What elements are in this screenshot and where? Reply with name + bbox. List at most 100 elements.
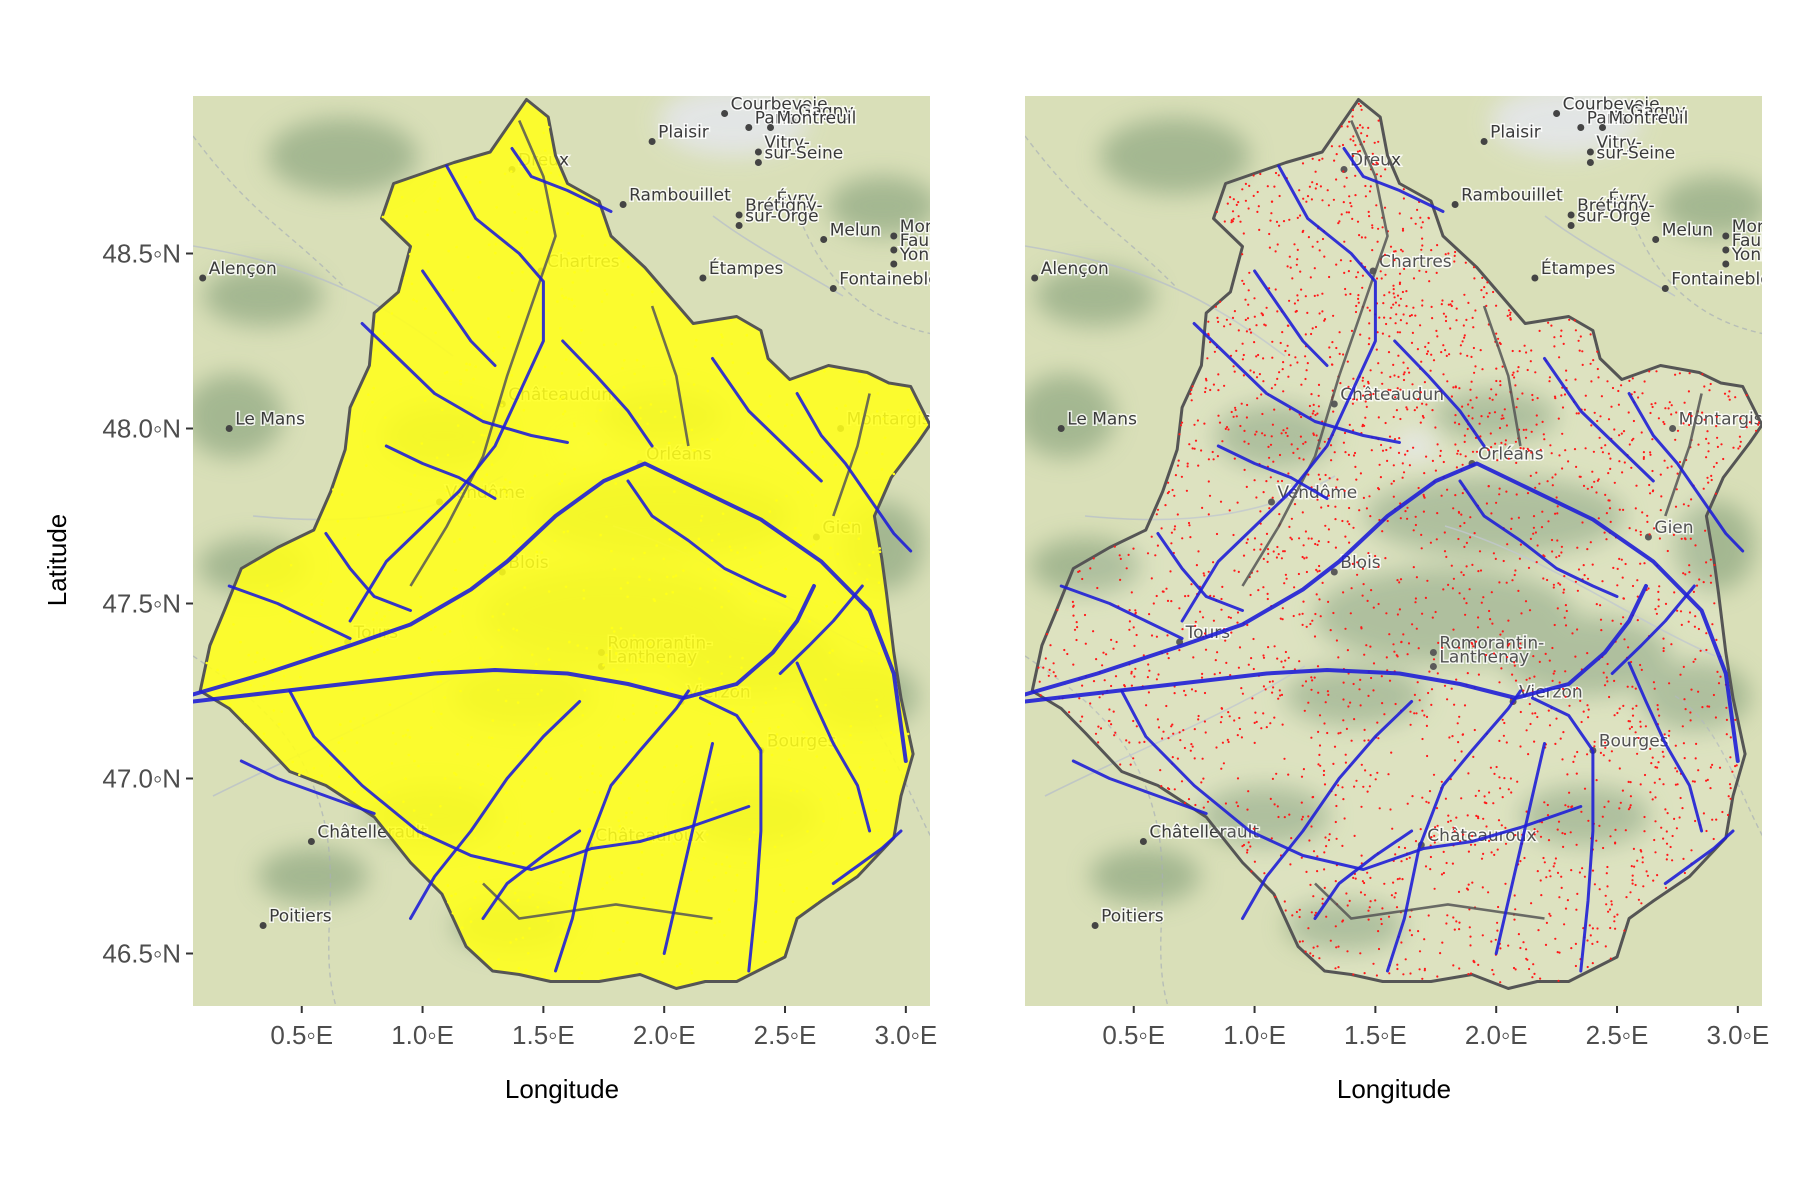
observation-point	[1418, 269, 1421, 272]
observation-point	[567, 252, 570, 255]
observation-point	[1248, 328, 1251, 331]
observation-point	[1539, 835, 1543, 838]
observation-point	[1368, 190, 1372, 193]
observation-point	[1119, 763, 1122, 766]
observation-point	[1327, 838, 1331, 842]
observation-point	[693, 345, 697, 348]
observation-point	[485, 473, 489, 477]
observation-point	[1327, 528, 1330, 531]
observation-point	[1513, 661, 1516, 664]
observation-point	[1461, 463, 1464, 466]
observation-point	[1653, 527, 1656, 530]
y-tick-label: 46.5◦N	[102, 939, 181, 969]
observation-point	[1280, 693, 1284, 697]
city-label: Rambouillet	[1461, 186, 1563, 206]
observation-point	[1242, 554, 1246, 557]
observation-point	[1301, 555, 1304, 559]
observation-point	[1207, 320, 1210, 323]
observation-point	[1426, 350, 1430, 353]
observation-point	[587, 432, 590, 435]
observation-point	[1557, 417, 1560, 420]
observation-point	[1648, 533, 1651, 536]
observation-point	[1662, 783, 1665, 786]
observation-point	[1697, 769, 1700, 772]
observation-point	[1530, 451, 1533, 454]
observation-point	[716, 773, 720, 777]
observation-point	[1630, 466, 1633, 469]
observation-point	[1402, 313, 1405, 316]
observation-point	[1286, 434, 1289, 438]
observation-point	[1363, 424, 1366, 427]
observation-point	[310, 603, 313, 606]
observation-point	[638, 575, 641, 579]
observation-point	[1315, 434, 1318, 437]
observation-point	[1646, 514, 1649, 517]
observation-point	[1613, 679, 1616, 683]
sub-basin-boundary	[409, 119, 557, 587]
observation-point	[885, 780, 888, 783]
observation-point	[1333, 159, 1336, 162]
observation-point	[1562, 845, 1565, 849]
observation-point	[573, 424, 576, 428]
observation-point	[1547, 839, 1551, 842]
observation-point	[1155, 513, 1158, 516]
city-label: Gagny	[798, 102, 853, 122]
observation-point	[1396, 387, 1399, 390]
observation-point	[1360, 763, 1363, 766]
observation-point	[707, 733, 711, 736]
observation-point	[500, 404, 504, 407]
observation-point	[1535, 471, 1538, 474]
observation-point	[302, 770, 305, 774]
observation-point	[1352, 682, 1355, 686]
observation-point	[1452, 826, 1455, 829]
observation-point	[1383, 206, 1387, 209]
observation-point	[673, 490, 676, 493]
observation-point	[1679, 610, 1683, 613]
observation-point	[1298, 908, 1301, 911]
observation-point	[1437, 641, 1440, 645]
observation-point	[1272, 460, 1275, 463]
observation-point	[1444, 315, 1448, 318]
observation-point	[1259, 510, 1262, 513]
river	[1342, 147, 1445, 213]
observation-point	[1332, 762, 1335, 766]
observation-point	[340, 737, 344, 740]
observation-point	[1441, 941, 1444, 944]
observation-point	[343, 537, 346, 540]
observation-point	[1318, 447, 1321, 450]
observation-point	[1577, 339, 1580, 342]
observation-point	[1281, 368, 1284, 371]
observation-point	[1157, 673, 1160, 676]
observation-point	[1305, 870, 1308, 874]
observation-point	[1646, 520, 1649, 524]
observation-point	[1346, 904, 1349, 907]
observation-point	[1349, 612, 1352, 615]
observation-point	[1276, 310, 1279, 313]
observation-point	[1296, 216, 1299, 219]
observation-point	[1457, 510, 1460, 514]
observation-point	[1464, 261, 1467, 264]
observation-point	[1643, 380, 1646, 383]
observation-point	[1702, 487, 1705, 490]
observation-point	[560, 479, 564, 483]
city-dot	[1599, 204, 1606, 212]
river	[1543, 357, 1655, 483]
observation-point	[505, 816, 509, 819]
observation-point	[1201, 672, 1204, 676]
observation-point	[1317, 763, 1320, 766]
observation-point	[1674, 505, 1678, 508]
observation-point	[1628, 727, 1631, 730]
observation-point	[1465, 541, 1468, 545]
observation-point	[1233, 719, 1236, 722]
observation-point	[1259, 548, 1262, 551]
observation-point	[1564, 695, 1567, 698]
observation-point	[1200, 449, 1203, 452]
observation-point	[1338, 145, 1341, 148]
observation-point	[1392, 643, 1395, 646]
observation-point	[1054, 675, 1057, 678]
observation-point	[1337, 966, 1340, 969]
observation-point	[1454, 414, 1457, 417]
observation-point	[540, 689, 543, 692]
observation-point	[1174, 474, 1177, 477]
observation-point	[1485, 502, 1488, 505]
